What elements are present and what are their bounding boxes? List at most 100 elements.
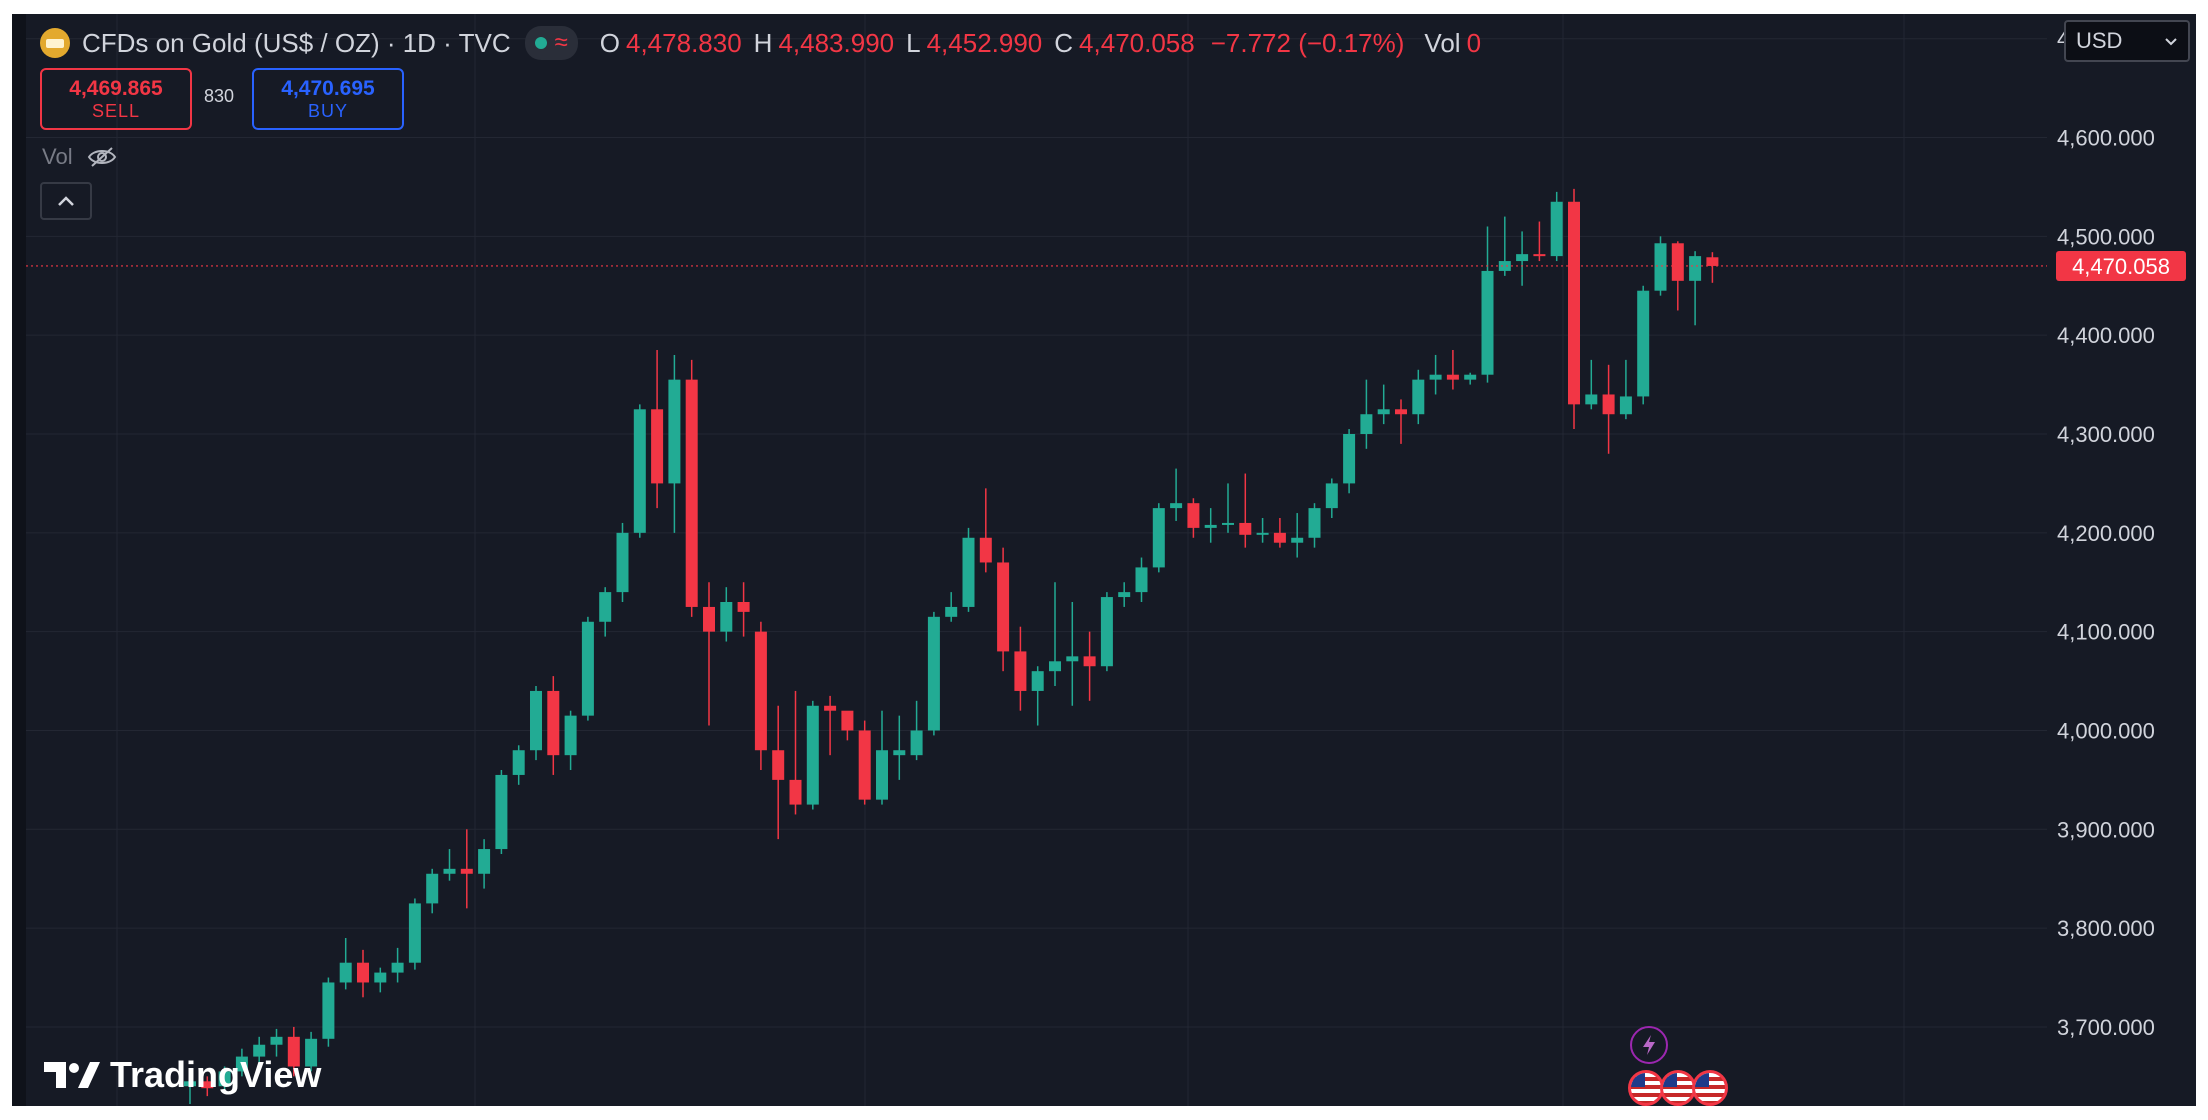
us-flag-icon[interactable]: [1628, 1070, 1664, 1106]
left-edge: [12, 14, 26, 1106]
candle-body: [633, 409, 646, 533]
candle: [633, 404, 646, 538]
candle: [1204, 508, 1217, 543]
candle-body: [1204, 524, 1217, 528]
candle-body: [910, 730, 923, 756]
candle: [1481, 226, 1494, 383]
candle: [1395, 399, 1407, 444]
candle-body: [1100, 597, 1113, 667]
candle-body: [1049, 661, 1061, 672]
candle: [1550, 191, 1563, 262]
candle-body: [685, 379, 698, 607]
tradingview-watermark[interactable]: TradingView: [44, 1054, 321, 1096]
volume-indicator-label: Vol: [42, 144, 73, 169]
us-flag-icon[interactable]: [1660, 1070, 1696, 1106]
candle-body: [1135, 567, 1148, 593]
high-key: H: [753, 27, 773, 58]
sell-price: 4,469.865: [69, 77, 163, 100]
close-key: C: [1054, 27, 1074, 58]
chevron-up-icon: [58, 196, 74, 206]
price-tick-label: 4,200.000: [2057, 521, 2155, 546]
candle: [426, 868, 439, 914]
candle: [201, 1076, 214, 1097]
candle-body: [1377, 409, 1390, 415]
candle-body: [668, 379, 681, 484]
price-change: −7.772 (−0.17%): [1210, 27, 1405, 58]
candle-body: [824, 705, 837, 711]
candle: [339, 938, 352, 990]
candle-body: [599, 592, 612, 622]
candle-body: [927, 616, 940, 731]
candle: [1498, 216, 1511, 276]
symbol-legend: CFDs on Gold (US$ / OZ) · 1D · TVC ≈ O 4,…: [40, 22, 1481, 64]
open-key: O: [599, 27, 620, 58]
candle: [685, 359, 698, 617]
candle-body: [1118, 592, 1131, 598]
candle-body: [460, 868, 473, 874]
candle: [945, 592, 958, 622]
sell-button[interactable]: 4,469.865 SELL: [40, 68, 192, 130]
candle: [1152, 503, 1165, 573]
candle: [184, 1068, 196, 1105]
us-flag-icon[interactable]: [1692, 1070, 1728, 1106]
lightning-icon[interactable]: [1630, 1026, 1668, 1064]
candle: [720, 587, 733, 642]
candle: [547, 676, 560, 775]
candle-body: [737, 602, 750, 612]
candle-body: [1533, 254, 1546, 257]
candle: [737, 582, 750, 637]
candle-body: [1429, 374, 1442, 380]
price-axis[interactable]: 3,700.000 3,800.000 3,900.000 4,000.000 4,10…: [2056, 27, 2186, 1040]
currency-value: USD: [2076, 28, 2123, 53]
candle: [218, 1066, 231, 1092]
candle-body: [1083, 656, 1096, 667]
candle-body: [391, 962, 404, 973]
candle: [1049, 582, 1061, 686]
candle-body: [1187, 503, 1200, 528]
candle-body: [287, 1036, 300, 1067]
candle: [1533, 221, 1546, 262]
candle: [1083, 631, 1096, 701]
candle: [305, 1031, 318, 1072]
candle-body: [1568, 201, 1580, 405]
candle: [754, 621, 767, 770]
candle: [564, 710, 577, 770]
candle: [374, 967, 387, 993]
candle: [893, 715, 906, 780]
candle: [1291, 513, 1304, 558]
candle-body: [1273, 532, 1286, 543]
candle: [979, 488, 992, 573]
candle: [1100, 592, 1113, 672]
candle-body: [789, 779, 802, 805]
candle-body: [201, 1081, 214, 1089]
candle: [1239, 473, 1252, 548]
candle: [287, 1026, 300, 1077]
candle: [1377, 384, 1390, 425]
candle-body: [1170, 503, 1183, 509]
candle-body: [841, 710, 854, 731]
watermark-text: TradingView: [110, 1054, 322, 1095]
candle-body: [218, 1071, 231, 1087]
candle-body: [1689, 256, 1702, 281]
buy-button[interactable]: 4,470.695 BUY: [252, 68, 404, 130]
candle: [927, 611, 940, 736]
symbol-title[interactable]: CFDs on Gold (US$ / OZ) · 1D · TVC: [82, 27, 511, 58]
candle: [322, 977, 335, 1047]
chart-panel[interactable]: 3,700.000 3,800.000 3,900.000 4,000.000 4,10…: [12, 14, 2196, 1106]
candle-body: [893, 750, 906, 756]
collapse-legend-button[interactable]: [40, 182, 92, 220]
price-chart[interactable]: 3,700.000 3,800.000 3,900.000 4,000.000 4,10…: [12, 14, 2196, 1106]
currency-select[interactable]: USD: [2064, 20, 2190, 62]
candle-body: [1014, 651, 1027, 691]
candle: [1222, 483, 1234, 533]
candle: [1066, 602, 1079, 706]
price-tick-label: 4,300.000: [2057, 422, 2155, 447]
candle: [1619, 359, 1632, 420]
eye-off-icon[interactable]: [87, 146, 117, 168]
volume-indicator-row[interactable]: Vol: [42, 144, 117, 170]
candle: [581, 616, 594, 721]
candle: [1256, 518, 1269, 543]
candle-body: [235, 1056, 248, 1072]
candle-body: [374, 972, 387, 983]
market-status-pill[interactable]: ≈: [524, 26, 578, 60]
